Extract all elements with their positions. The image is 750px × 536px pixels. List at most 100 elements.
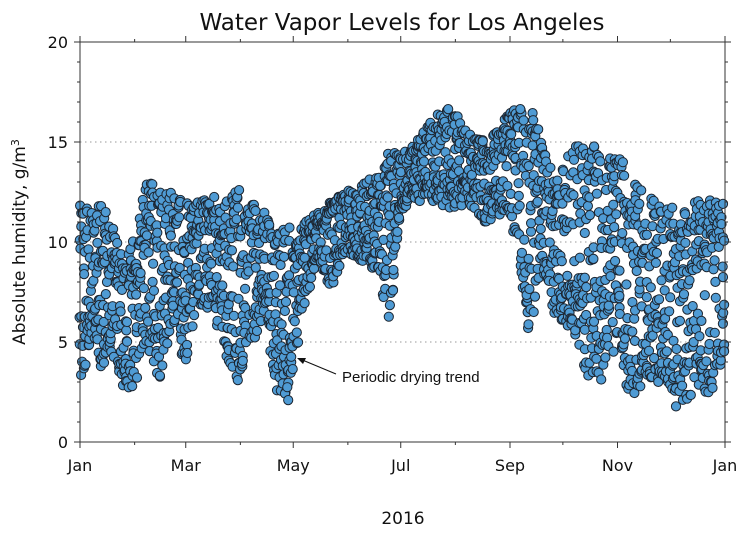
data-point (611, 209, 622, 220)
data-point (717, 272, 729, 283)
y-tick-label: 0 (58, 433, 68, 452)
data-point (528, 306, 539, 318)
data-point (228, 310, 239, 321)
data-point (148, 258, 159, 269)
data-point (147, 179, 158, 190)
data-point (274, 280, 286, 291)
data-point (506, 129, 517, 140)
data-point (617, 228, 628, 239)
data-point (609, 222, 620, 233)
data-point (719, 235, 730, 246)
y-tick-label: 10 (48, 233, 68, 252)
data-point (608, 199, 619, 210)
data-point (233, 293, 244, 304)
data-point (589, 141, 600, 152)
data-point (375, 180, 386, 191)
data-point (287, 364, 298, 375)
data-point (708, 264, 719, 275)
data-point (605, 271, 616, 282)
data-point (631, 265, 642, 277)
data-point (677, 380, 688, 391)
data-point (187, 321, 198, 332)
data-point (523, 161, 534, 172)
data-point (240, 283, 251, 294)
data-point (83, 244, 94, 255)
data-point (289, 316, 300, 327)
data-points (74, 104, 730, 412)
data-point (523, 253, 534, 264)
data-point (418, 156, 430, 167)
data-point (334, 260, 345, 271)
data-point (100, 289, 111, 300)
y-axis-label-text: Absolute humidity, g/m (10, 146, 30, 345)
data-point (627, 326, 638, 337)
data-point (717, 318, 729, 329)
data-point (384, 300, 395, 311)
data-point (523, 319, 534, 330)
data-point (568, 190, 579, 201)
data-point (544, 237, 555, 248)
data-point (665, 292, 676, 303)
data-point (392, 226, 403, 237)
data-point (710, 276, 721, 287)
data-point (131, 289, 142, 300)
data-point (115, 306, 126, 317)
data-point (684, 275, 695, 286)
data-point (627, 297, 638, 308)
data-point (515, 104, 526, 115)
x-tick-label: Jan (67, 456, 93, 475)
data-point (664, 306, 675, 317)
data-point (579, 324, 590, 335)
x-tick-label: Jul (390, 456, 410, 475)
data-point (614, 265, 625, 276)
data-point (527, 140, 538, 151)
data-point (603, 300, 614, 311)
data-point (582, 200, 594, 212)
data-point (535, 223, 546, 235)
data-point (707, 382, 718, 393)
data-point (454, 155, 465, 166)
data-point (92, 237, 103, 248)
data-point (532, 196, 543, 207)
data-point (182, 347, 193, 359)
annotation-arrow-head (297, 358, 306, 364)
data-point (278, 251, 290, 262)
x-tick-label: Mar (171, 456, 202, 475)
data-point (607, 317, 618, 328)
data-point (165, 230, 176, 241)
data-point (545, 162, 556, 173)
data-point (709, 327, 720, 338)
data-point (174, 262, 185, 273)
data-point (674, 315, 686, 326)
data-point (251, 325, 263, 337)
data-point (704, 338, 715, 350)
data-point (264, 219, 275, 230)
data-point (79, 269, 90, 280)
data-point (584, 210, 596, 221)
data-point (629, 313, 640, 324)
data-point (621, 279, 632, 290)
data-point (716, 219, 727, 230)
data-point (528, 115, 539, 126)
data-point (602, 332, 613, 343)
data-point (696, 315, 707, 326)
data-point (80, 359, 91, 370)
data-point (152, 227, 163, 238)
data-point (443, 104, 454, 115)
chart-title: Water Vapor Levels for Los Angeles (199, 10, 604, 36)
data-point (140, 302, 151, 313)
data-point (280, 296, 292, 307)
data-point (619, 170, 630, 181)
data-point (562, 270, 573, 281)
data-point (393, 212, 405, 223)
data-point (174, 212, 185, 223)
data-point (557, 198, 568, 209)
data-point (699, 290, 710, 301)
data-point (526, 218, 537, 229)
data-point (477, 136, 488, 147)
data-point (641, 229, 653, 240)
data-point (157, 360, 168, 371)
data-point (719, 346, 730, 357)
data-point (232, 375, 243, 386)
